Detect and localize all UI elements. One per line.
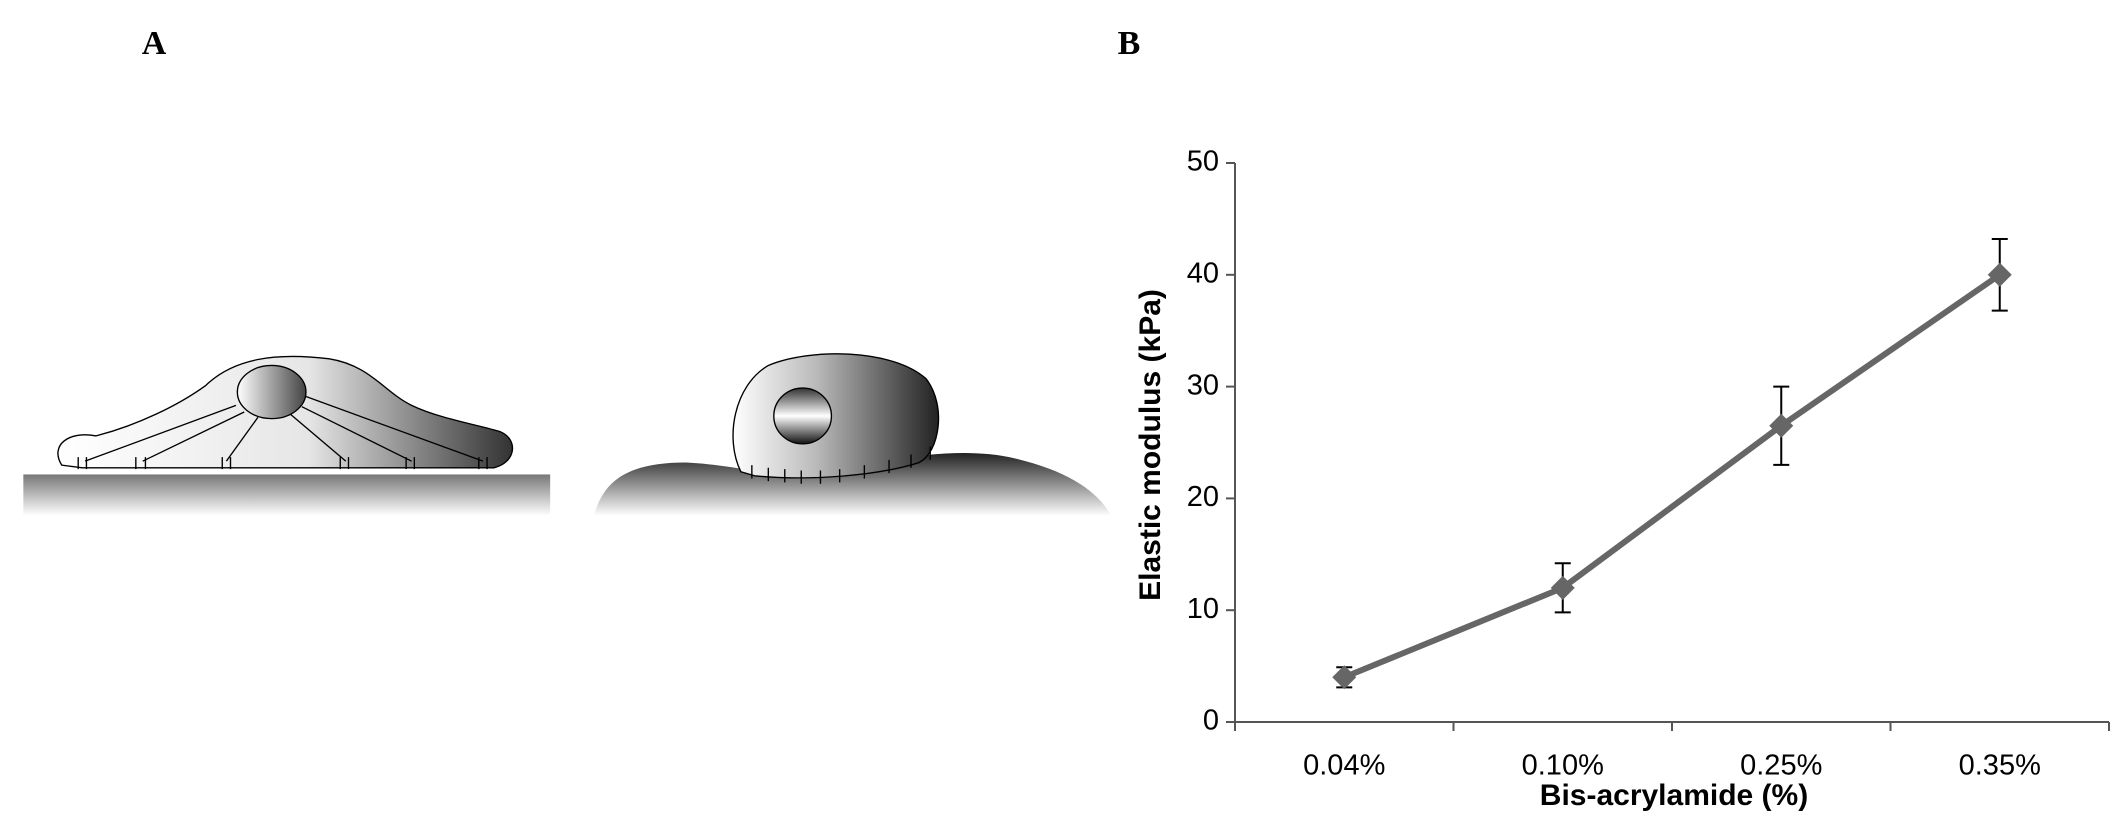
x-tick-label: 0.35%: [1959, 750, 2041, 782]
x-tick-label: 0.25%: [1740, 750, 1822, 782]
y-axis-title: Elastic modulus (kPa): [1134, 289, 1167, 601]
y-tick-label: 50: [1187, 146, 1219, 178]
soft-substrate: [594, 453, 1112, 516]
panel-label: B: [1118, 25, 1141, 62]
nucleus: [236, 364, 307, 420]
y-tick-label: 40: [1187, 257, 1219, 289]
data-line: [1343, 272, 2002, 681]
cell-diagram: [23, 353, 1112, 516]
y-tick-label: 10: [1187, 593, 1219, 625]
data-point: [1769, 413, 1794, 438]
data-point: [1550, 575, 1575, 600]
stiff-substrate: [23, 474, 551, 516]
y-tick-label: 20: [1187, 481, 1219, 513]
x-tick-label: 0.04%: [1303, 750, 1385, 782]
x-axis-title: Bis-acrylamide (%): [1540, 779, 1808, 812]
y-tick-label: 30: [1187, 369, 1219, 401]
y-tick-label: 0: [1203, 705, 1219, 737]
x-tick-label: 0.10%: [1522, 750, 1604, 782]
stress-fibers: [77, 395, 488, 470]
data-point: [1987, 262, 2012, 287]
adhesions: [751, 446, 931, 484]
data-point: [1332, 665, 1357, 690]
nucleus: [773, 387, 833, 445]
panel-label: A: [142, 25, 167, 62]
rounded-cell: [732, 353, 940, 479]
